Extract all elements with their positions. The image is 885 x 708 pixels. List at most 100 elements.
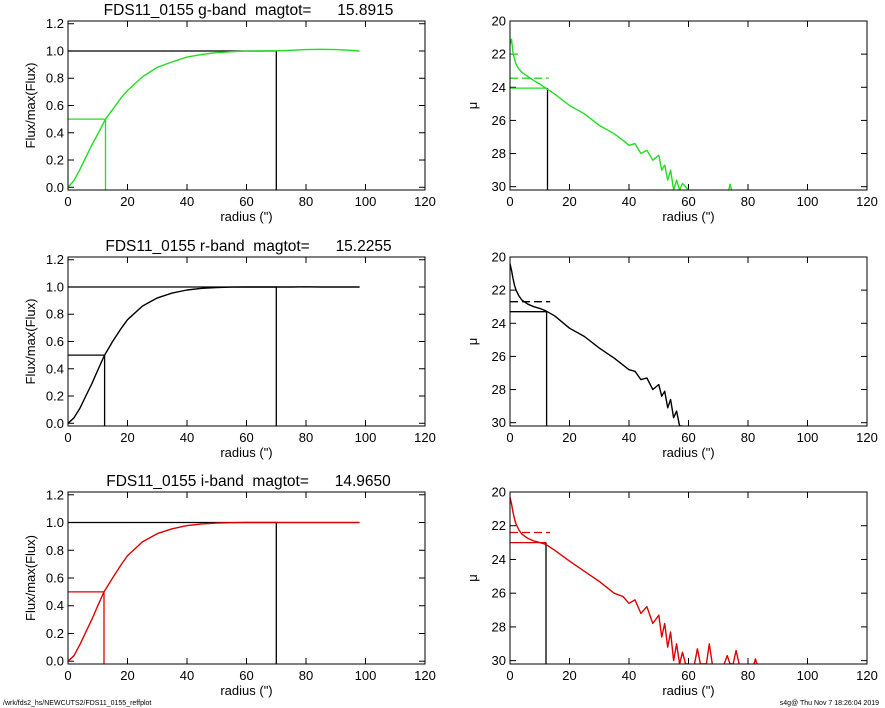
- r-growth-ytick-label: 0.4: [46, 361, 64, 376]
- g-profile-xtick-label: 0: [506, 194, 513, 209]
- r-growth-title: FDS11_0155 r-band magtot= 15.2255: [105, 238, 391, 255]
- g-growth-xtick-label: 0: [64, 194, 71, 209]
- i-profile-ytick-label: 20: [492, 485, 506, 500]
- g-profile-xtick-label: 100: [797, 194, 819, 209]
- g-profile-xtick-label: 60: [681, 194, 695, 209]
- i-profile-xtick-label: 100: [797, 668, 819, 683]
- i-growth-xtick-label: 100: [355, 668, 377, 683]
- i-growth-ytick-label: 0.6: [46, 571, 64, 586]
- g-growth-ytick-label: 0.8: [46, 71, 64, 86]
- g-profile-ytick-label: 24: [492, 80, 506, 95]
- r-profile-ytick-label: 20: [492, 250, 506, 265]
- i-profile-series-line: [510, 496, 689, 664]
- r-growth-reference-line: [68, 286, 277, 426]
- i-profile-series-line: [753, 658, 758, 664]
- i-growth-xtick-label: 120: [414, 668, 436, 683]
- i-growth-ytick-label: 0.8: [46, 543, 64, 558]
- g-growth-title: FDS11_0155 g-band magtot= 15.8915: [104, 2, 394, 19]
- g-profile-series-line: [510, 38, 690, 190]
- g-profile-ytick-label: 22: [492, 47, 506, 62]
- i-profile-ytick-label: 22: [492, 518, 506, 533]
- i-profile-x-axis-label: radius ("): [662, 683, 714, 698]
- footer-timestamp: s4g@ Thu Nov 7 18:26:04 2019: [779, 700, 879, 707]
- panel-g-growth: 0 20 40 60 80 100 120 0.0 0.2 0.4 0.6 0.8 1.0 1.2 radi…: [23, 2, 436, 224]
- i-growth-xtick-label: 0: [64, 668, 71, 683]
- g-growth-ytick-label: 0.0: [46, 180, 64, 195]
- g-profile-ytick-label: 30: [492, 179, 506, 194]
- g-profile-xtick-label: 20: [562, 194, 576, 209]
- panel-r-growth: 0 20 40 60 80 100 120 0.0 0.2 0.4 0.6 0.8 1.0 1.2 radi…: [23, 238, 436, 460]
- g-profile-xtick-label: 80: [741, 194, 755, 209]
- g-profile-ytick-label: 20: [492, 14, 506, 29]
- g-growth-xtick-label: 100: [355, 194, 377, 209]
- r-profile-ytick-label: 28: [492, 382, 506, 397]
- i-growth-xtick-label: 60: [239, 668, 253, 683]
- g-growth-ytick-label: 0.2: [46, 153, 64, 168]
- r-growth-series-line: [68, 286, 360, 424]
- g-growth-xtick-label: 40: [180, 194, 194, 209]
- r-profile-series-line: [510, 263, 683, 426]
- i-profile-ytick-label: 24: [492, 552, 506, 567]
- g-profile-ytick-label: 28: [492, 146, 506, 161]
- g-profile-y-axis-label: μ: [465, 102, 480, 110]
- r-profile-ytick-label: 30: [492, 415, 506, 430]
- r-growth-x-axis-label: radius ("): [220, 445, 272, 460]
- r-growth-ytick-label: 1.0: [46, 279, 64, 294]
- i-profile-xtick-label: 0: [506, 668, 513, 683]
- i-growth-reference-line: [68, 521, 277, 664]
- panel-g-profile: 0 20 40 60 80 100 120 20 22 24 26 28 30 radius (") μ: [465, 14, 878, 225]
- r-growth-axes-frame: [67, 256, 426, 427]
- i-profile-xtick-label: 40: [622, 668, 636, 683]
- i-profile-xtick-label: 60: [681, 668, 695, 683]
- g-growth-ytick-label: 0.6: [46, 98, 64, 113]
- panel-i-profile: 0 20 40 60 80 100 120 20 22 24 26 28 30 radius (") μ: [465, 485, 878, 699]
- g-profile-ytick-label: 26: [492, 113, 506, 128]
- r-growth-ytick-label: 0.8: [46, 307, 64, 322]
- i-growth-xtick-label: 80: [299, 668, 313, 683]
- r-profile-ytick-label: 22: [492, 283, 506, 298]
- r-profile-x-axis-label: radius ("): [662, 445, 714, 460]
- g-profile-xtick-label: 40: [622, 194, 636, 209]
- r-profile-ytick-label: 24: [492, 316, 506, 331]
- i-growth-ytick-label: 1.0: [46, 515, 64, 530]
- g-profile-series-line: [728, 183, 733, 190]
- i-growth-title: FDS11_0155 i-band magtot= 14.9650: [106, 473, 391, 490]
- i-profile-xtick-label: 20: [562, 668, 576, 683]
- panel-i-growth: 0 20 40 60 80 100 120 0.0 0.2 0.4 0.6 0.8 1.0 1.2 radi…: [23, 473, 436, 698]
- g-growth-ytick-label: 0.4: [46, 125, 64, 140]
- g-profile-xtick-label: 120: [856, 194, 878, 209]
- r-profile-xtick-label: 40: [622, 430, 636, 445]
- r-growth-xtick-label: 40: [180, 430, 194, 445]
- g-growth-ytick-label: 1.0: [46, 43, 64, 58]
- g-growth-series-line: [68, 48, 360, 188]
- r-growth-ytick-label: 0.2: [46, 389, 64, 404]
- g-growth-xtick-label: 80: [299, 194, 313, 209]
- r-growth-xtick-label: 120: [414, 430, 436, 445]
- r-profile-axes-frame: [509, 256, 868, 427]
- r-profile-xtick-label: 80: [741, 430, 755, 445]
- r-profile-xtick-label: 20: [562, 430, 576, 445]
- r-profile-xtick-label: 60: [681, 430, 695, 445]
- i-profile-ytick-label: 30: [492, 653, 506, 668]
- i-profile-y-axis-label: μ: [465, 574, 480, 582]
- r-growth-xtick-label: 20: [120, 430, 134, 445]
- r-profile-y-axis-label: μ: [465, 338, 480, 346]
- g-growth-ytick-label: 1.2: [46, 16, 64, 31]
- i-profile-xtick-label: 80: [741, 668, 755, 683]
- i-profile-xtick-label: 120: [856, 668, 878, 683]
- i-growth-xtick-label: 40: [180, 668, 194, 683]
- i-growth-xtick-label: 20: [120, 668, 134, 683]
- g-growth-xtick-label: 120: [414, 194, 436, 209]
- i-profile-axes-frame: [509, 491, 868, 665]
- g-growth-axes-frame: [67, 20, 426, 191]
- r-growth-ytick-label: 0.6: [46, 334, 64, 349]
- r-growth-ytick-label: 0.0: [46, 416, 64, 431]
- panel-r-profile: 0 20 40 60 80 100 120 20 22 24 26 28 30 radius (") μ: [465, 250, 878, 461]
- i-growth-ytick-label: 1.2: [46, 487, 64, 502]
- r-profile-reference-line: [510, 311, 548, 426]
- g-profile-x-axis-label: radius ("): [662, 209, 714, 224]
- i-growth-ytick-label: 0.4: [46, 598, 64, 613]
- r-profile-xtick-label: 100: [797, 430, 819, 445]
- i-growth-ytick-label: 0.0: [46, 654, 64, 669]
